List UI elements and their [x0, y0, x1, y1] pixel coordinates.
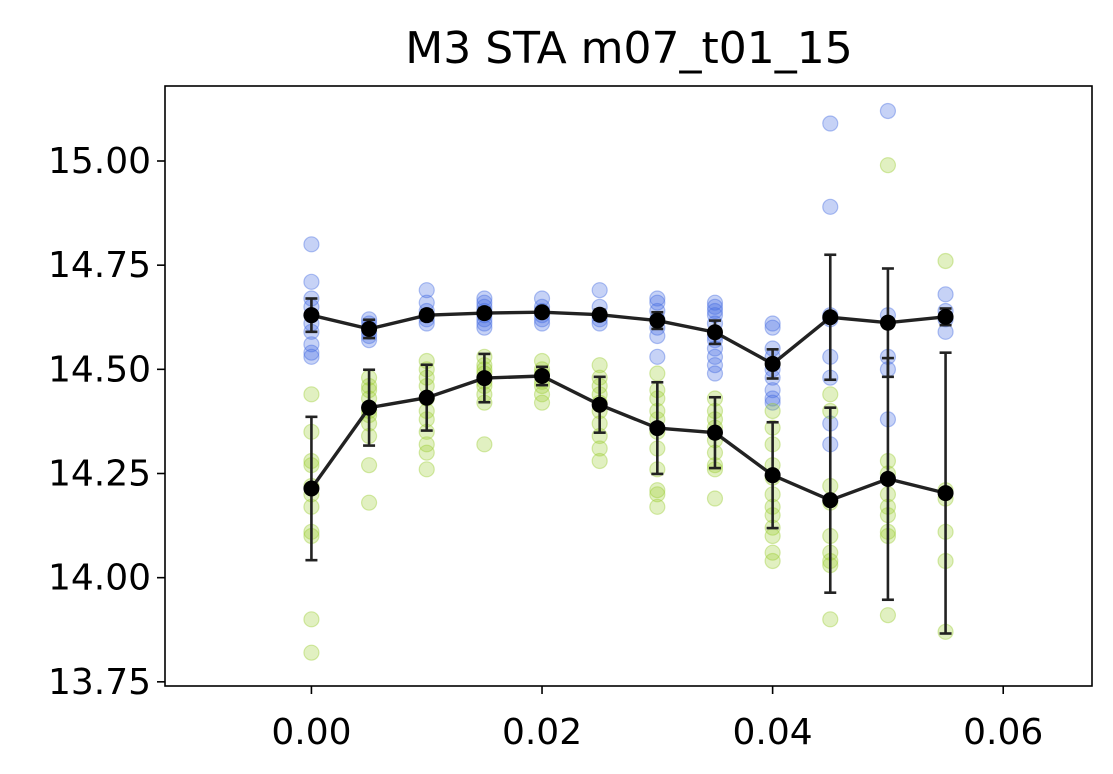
- scatter-point-blue: [649, 294, 666, 311]
- scatter-point-green: [764, 402, 781, 420]
- scatter-point-green: [418, 436, 435, 453]
- scatter-point-green: [303, 386, 320, 403]
- scatter-point-blue: [303, 236, 320, 253]
- mean-point-green: [764, 467, 781, 484]
- scatter-point-blue: [418, 282, 435, 299]
- scatter-point-blue: [303, 273, 320, 290]
- mean-point-blue: [764, 355, 781, 372]
- x-tick-label: 0.02: [502, 712, 582, 753]
- scatter-point-green: [649, 482, 666, 499]
- mean-point-blue: [476, 305, 493, 322]
- scatter-point-green: [591, 452, 608, 470]
- scatter-point-green: [360, 457, 378, 474]
- scatter-point-blue: [706, 302, 724, 320]
- scatter-point-green: [303, 611, 320, 628]
- y-tick-label: 14.50: [48, 349, 151, 390]
- scatter-point-blue: [649, 290, 666, 307]
- scatter-point-green: [764, 527, 781, 545]
- scatter-point-green: [822, 611, 839, 628]
- scatter-point-blue: [706, 298, 724, 315]
- scatter-point-blue: [764, 382, 781, 399]
- x-tick-label: 0.04: [733, 712, 813, 753]
- scatter-point-blue: [937, 323, 954, 340]
- scatter-point-blue: [706, 365, 724, 382]
- scatter-point-blue: [649, 327, 666, 345]
- scatter-point-green: [303, 644, 320, 661]
- scatter-point-blue: [706, 348, 724, 365]
- scatter-point-green: [649, 498, 666, 515]
- scatter-point-blue: [303, 348, 320, 365]
- y-tick-label: 13.75: [48, 662, 151, 703]
- scatter-point-blue: [706, 294, 724, 311]
- scatter-point-green: [822, 386, 839, 403]
- scatter-point-blue: [937, 286, 954, 303]
- scatter-point-green: [937, 252, 954, 270]
- scatter-point-green: [418, 461, 435, 478]
- y-tick-label: 14.25: [48, 454, 151, 495]
- scatter-point-blue: [764, 394, 781, 411]
- scatter-point-blue: [591, 282, 608, 299]
- mean-point-blue: [591, 306, 608, 323]
- scatter-point-blue: [822, 198, 839, 215]
- x-axis: 0.00 0.02 0.04 0.06: [271, 686, 1043, 753]
- y-axis: 13.75 14.00 14.25 14.50 14.75 15.00: [48, 141, 165, 703]
- scatter-point-blue: [822, 115, 839, 132]
- chart-title: M3 STA m07_t01_15: [405, 23, 853, 74]
- mean-point-blue: [706, 324, 723, 341]
- scatter-point-blue: [764, 390, 781, 407]
- mean-point-green: [476, 370, 493, 387]
- scatter-point-green: [360, 494, 378, 511]
- mean-layer: [303, 253, 954, 635]
- scatter-point-green: [533, 394, 551, 411]
- mean-point-green: [361, 399, 378, 416]
- mean-point-green: [591, 396, 608, 413]
- scatter-layer: [303, 102, 954, 661]
- scatter-point-blue: [303, 336, 320, 353]
- scatter-point-green: [879, 157, 897, 174]
- y-tick-label: 15.00: [48, 141, 151, 182]
- mean-point-blue: [937, 308, 954, 325]
- mean-point-green: [303, 480, 320, 497]
- mean-line-green: [310, 374, 947, 503]
- scatter-point-green: [591, 440, 608, 457]
- scatter-point-blue: [879, 102, 897, 120]
- mean-point-green: [879, 470, 896, 487]
- y-tick-label: 14.75: [48, 245, 151, 286]
- scatter-point-blue: [706, 357, 724, 374]
- y-tick-label: 14.00: [48, 558, 151, 599]
- mean-point-blue: [361, 320, 378, 337]
- plot-frame: [164, 85, 1093, 687]
- x-tick-label: 0.06: [963, 712, 1043, 753]
- mean-point-blue: [649, 312, 666, 329]
- mean-point-blue: [534, 304, 551, 321]
- mean-point-blue: [303, 307, 320, 324]
- scatter-point-green: [706, 490, 724, 507]
- scatter-point-green: [764, 552, 781, 570]
- scatter-point-blue: [303, 344, 320, 361]
- x-tick-label: 0.00: [271, 712, 351, 753]
- scatter-point-green: [649, 365, 666, 382]
- scatter-point-blue: [649, 348, 666, 365]
- scatter-point-green: [591, 357, 608, 374]
- scatter-point-blue: [764, 315, 781, 332]
- mean-point-green: [706, 424, 723, 441]
- scatter-point-blue: [476, 319, 493, 336]
- mean-point-blue: [879, 314, 896, 331]
- scatter-point-green: [879, 607, 897, 624]
- mean-point-green: [534, 368, 551, 384]
- mean-point-green: [418, 389, 435, 406]
- scatter-point-green: [764, 544, 781, 561]
- scatter-point-green: [533, 386, 551, 403]
- scatter-point-blue: [764, 319, 781, 336]
- mean-point-green: [822, 492, 839, 509]
- mean-point-green: [649, 420, 666, 437]
- scatter-point-green: [649, 486, 666, 503]
- scatter-point-green: [418, 444, 435, 461]
- mean-line-blue: [311, 310, 946, 366]
- mean-point-blue: [822, 309, 839, 326]
- scatter-point-green: [476, 436, 493, 453]
- mean-point-blue: [418, 307, 435, 324]
- mean-point-green: [937, 485, 954, 502]
